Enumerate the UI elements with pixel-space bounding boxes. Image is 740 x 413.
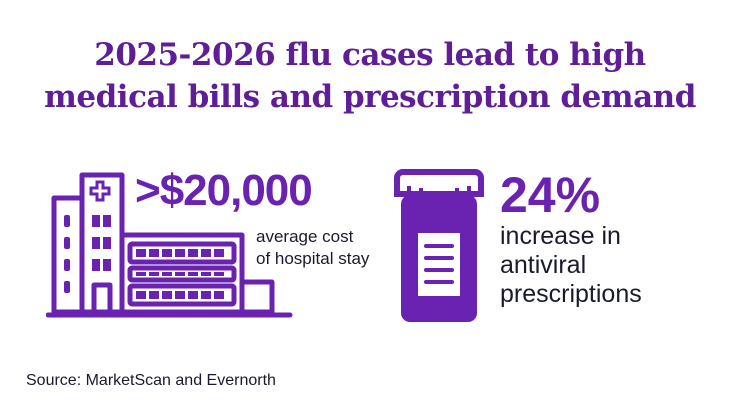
source-note: Source: MarketScan and Evernorth: [26, 372, 276, 389]
antiviral-increase-value: 24%: [500, 167, 601, 223]
page-title: 2025-2026 flu cases lead to high medical…: [0, 34, 740, 118]
hospital-cost-description: average cost of hospital stay: [256, 227, 370, 268]
title-line-1: 2025-2026 flu cases lead to high: [94, 37, 646, 73]
hospital-cost-value: >$20,000: [135, 166, 313, 215]
antiviral-increase-description: increase in antiviral prescriptions: [500, 222, 642, 308]
title-line-2: medical bills and prescription demand: [44, 79, 696, 115]
pill-bottle-icon: [394, 169, 484, 322]
hospital-icon: [46, 172, 293, 318]
